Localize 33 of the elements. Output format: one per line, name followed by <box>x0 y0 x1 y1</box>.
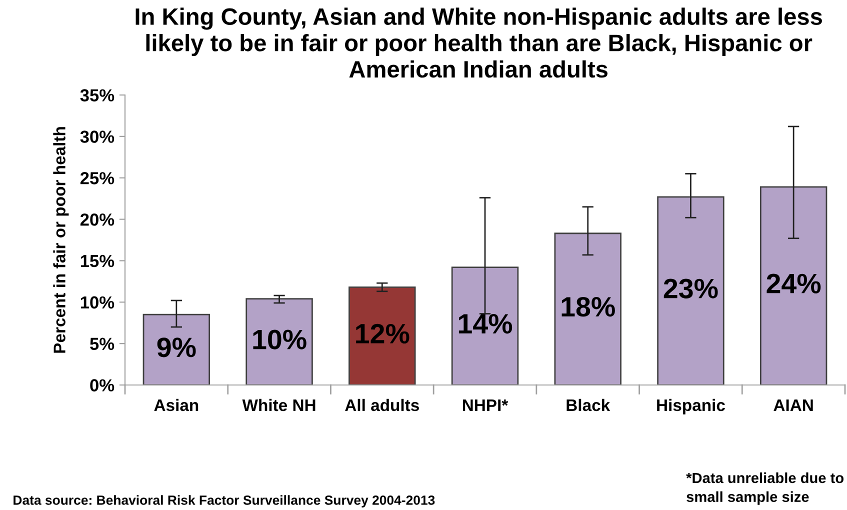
y-axis-title: Percent in fair or poor health <box>53 127 69 353</box>
bar <box>348 286 416 385</box>
bar <box>657 196 724 385</box>
y-tick-label: 20% <box>80 213 114 226</box>
bar <box>451 266 519 385</box>
data-label: 9% <box>157 338 196 358</box>
data-label: 12% <box>356 324 410 344</box>
data-label: 24% <box>766 274 821 294</box>
y-tick-label: 35% <box>80 89 114 102</box>
bar <box>142 314 210 385</box>
source-note: Data source: Behavioral Risk Factor Surveillance Survey 2004-2013 <box>14 495 435 508</box>
chart-title: In King County, Asian and White non-Hispanic adults are less likely to be in fair or poor health than are Black, Hispanic or American Indian adults <box>136 8 822 78</box>
x-tick-label: All adults <box>345 398 419 412</box>
bar <box>760 186 828 385</box>
y-tick-label: 0% <box>90 379 114 392</box>
y-tick-label: 25% <box>80 172 114 184</box>
y-tick-label: 15% <box>80 254 114 268</box>
x-tick-label: Black <box>566 398 610 412</box>
x-tick-label: White NH <box>242 398 316 412</box>
data-label: 18% <box>562 296 615 317</box>
data-label: 23% <box>664 278 718 298</box>
bar <box>554 232 622 385</box>
data-label: 10% <box>253 330 306 350</box>
y-tick-label: 10% <box>80 296 114 309</box>
bar <box>246 298 313 385</box>
y-tick-label: 5% <box>90 338 114 350</box>
x-tick-label: AIAN <box>774 400 813 411</box>
data-label: 14% <box>458 314 512 334</box>
y-tick-label: 30% <box>80 130 114 143</box>
x-tick-label: Asian <box>154 398 198 412</box>
x-tick-label: Hispanic <box>657 398 725 414</box>
x-tick-label: NHPI* <box>462 400 508 411</box>
text: *Data unreliable due to small sample size <box>686 472 844 505</box>
